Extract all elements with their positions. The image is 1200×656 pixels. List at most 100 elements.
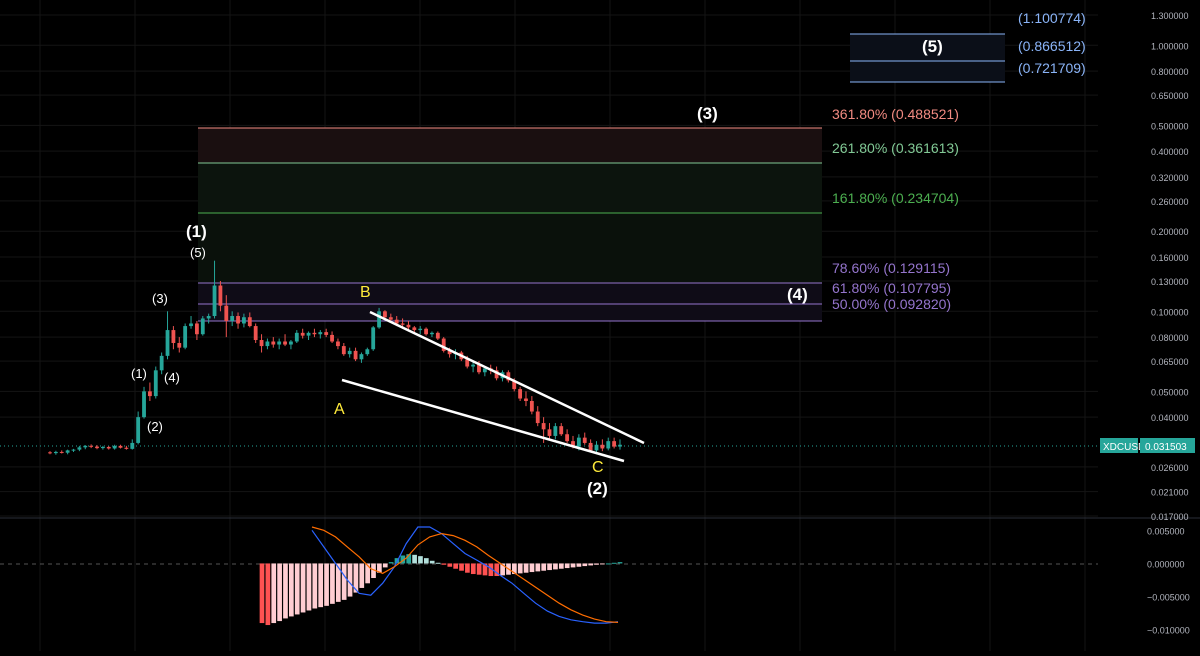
candle-body xyxy=(253,326,258,341)
candle xyxy=(89,444,94,449)
wave-label-4-major: (4) xyxy=(787,285,808,304)
candle-body xyxy=(212,285,217,317)
candle-body xyxy=(535,411,540,424)
macd-hist-bar xyxy=(482,563,488,576)
price-tick-label: 0.160000 xyxy=(1151,253,1189,263)
macd-tick-label: −0.005000 xyxy=(1147,593,1190,603)
candle xyxy=(353,347,358,362)
candle xyxy=(147,382,152,402)
candle-body xyxy=(559,426,564,435)
candle xyxy=(318,330,323,339)
candle xyxy=(606,437,611,451)
macd-hist-bar xyxy=(459,563,464,571)
candle-body xyxy=(318,332,323,335)
macd-hist-bar xyxy=(605,563,611,565)
candle-body xyxy=(430,332,434,335)
candle-body xyxy=(218,285,223,306)
wave-label-C: C xyxy=(592,459,604,476)
candle-body xyxy=(83,445,88,448)
candle-body xyxy=(394,319,399,324)
candle xyxy=(71,448,76,452)
candle-body xyxy=(112,445,117,449)
candle xyxy=(130,439,135,450)
macd-hist-bar xyxy=(500,563,505,576)
candle-body xyxy=(553,426,558,436)
candle-body xyxy=(118,445,123,448)
price-tick-label: 1.300000 xyxy=(1151,11,1189,21)
grid xyxy=(0,0,1098,651)
candle xyxy=(535,406,540,427)
macd-hist-bar xyxy=(318,563,324,608)
candle-body xyxy=(383,311,387,318)
macd-hist-bar xyxy=(306,563,312,611)
candle-body xyxy=(524,398,528,402)
candle-body xyxy=(588,442,593,451)
candle xyxy=(194,320,199,341)
candle-body xyxy=(194,323,199,335)
candle xyxy=(324,328,329,338)
candle-body xyxy=(336,341,340,347)
price-tick-label: 0.320000 xyxy=(1151,173,1189,183)
candle-body xyxy=(147,391,152,397)
candle-body xyxy=(618,444,622,447)
candle-body xyxy=(224,305,229,321)
candle xyxy=(259,334,264,353)
candle xyxy=(112,444,117,450)
candle xyxy=(271,337,276,348)
price-tick-label: 0.200000 xyxy=(1151,227,1189,237)
candle xyxy=(330,331,334,344)
candle xyxy=(388,313,393,321)
candle-body xyxy=(77,447,82,450)
fib-zones xyxy=(198,34,1005,321)
candle xyxy=(371,326,376,351)
candle xyxy=(265,338,270,350)
candle-body xyxy=(482,368,487,373)
price-tick-label: 0.040000 xyxy=(1151,413,1189,423)
macd-hist-bar xyxy=(447,563,453,567)
candle xyxy=(142,386,146,419)
macd-hist-bar xyxy=(600,563,605,565)
macd-hist-bar xyxy=(377,563,382,573)
candle-body xyxy=(142,391,146,418)
price-badge xyxy=(1140,438,1195,453)
candle-body xyxy=(165,330,170,356)
candle-body xyxy=(53,451,58,454)
candle-body xyxy=(341,346,346,355)
macd-hist-bar xyxy=(418,556,423,564)
macd-hist-bar xyxy=(558,563,564,569)
macd-hist-bar xyxy=(582,563,588,567)
candle xyxy=(48,451,52,455)
macd-hist-bar xyxy=(341,563,347,600)
wave-label-1-major: (1) xyxy=(186,222,207,241)
candle xyxy=(171,326,176,350)
fib-zone-2618 xyxy=(198,163,822,213)
candle-body xyxy=(582,437,587,443)
price-tick-label: 0.021000 xyxy=(1151,488,1189,498)
candle xyxy=(529,396,534,415)
candle-body xyxy=(271,341,276,345)
macd-hist-bar xyxy=(470,563,476,575)
macd-tick-label: 0.000000 xyxy=(1147,559,1185,569)
candle-body xyxy=(371,327,376,350)
candle xyxy=(518,386,523,402)
candle xyxy=(124,445,129,450)
macd-hist-bar xyxy=(494,563,500,577)
candle-body xyxy=(71,449,76,451)
candle xyxy=(365,347,370,356)
macd-hist-bar xyxy=(271,563,277,624)
candle-body xyxy=(600,444,605,449)
price-axis[interactable]: 1.300000 1.000000 0.800000 0.650000 0.500000… xyxy=(1151,11,1189,522)
macd-axis[interactable]: 0.005000 0.000000 −0.005000 −0.010000 xyxy=(1147,526,1190,635)
price-tick-label: 0.050000 xyxy=(1151,387,1189,397)
candle-body xyxy=(494,370,499,379)
wedge-upper-line xyxy=(369,310,645,445)
wave-label-4-minor: (4) xyxy=(164,370,180,385)
candle-body xyxy=(259,340,264,347)
fib-zone-786 xyxy=(198,283,822,321)
candle xyxy=(189,316,193,329)
candle xyxy=(406,320,411,331)
candle-body xyxy=(400,323,405,325)
